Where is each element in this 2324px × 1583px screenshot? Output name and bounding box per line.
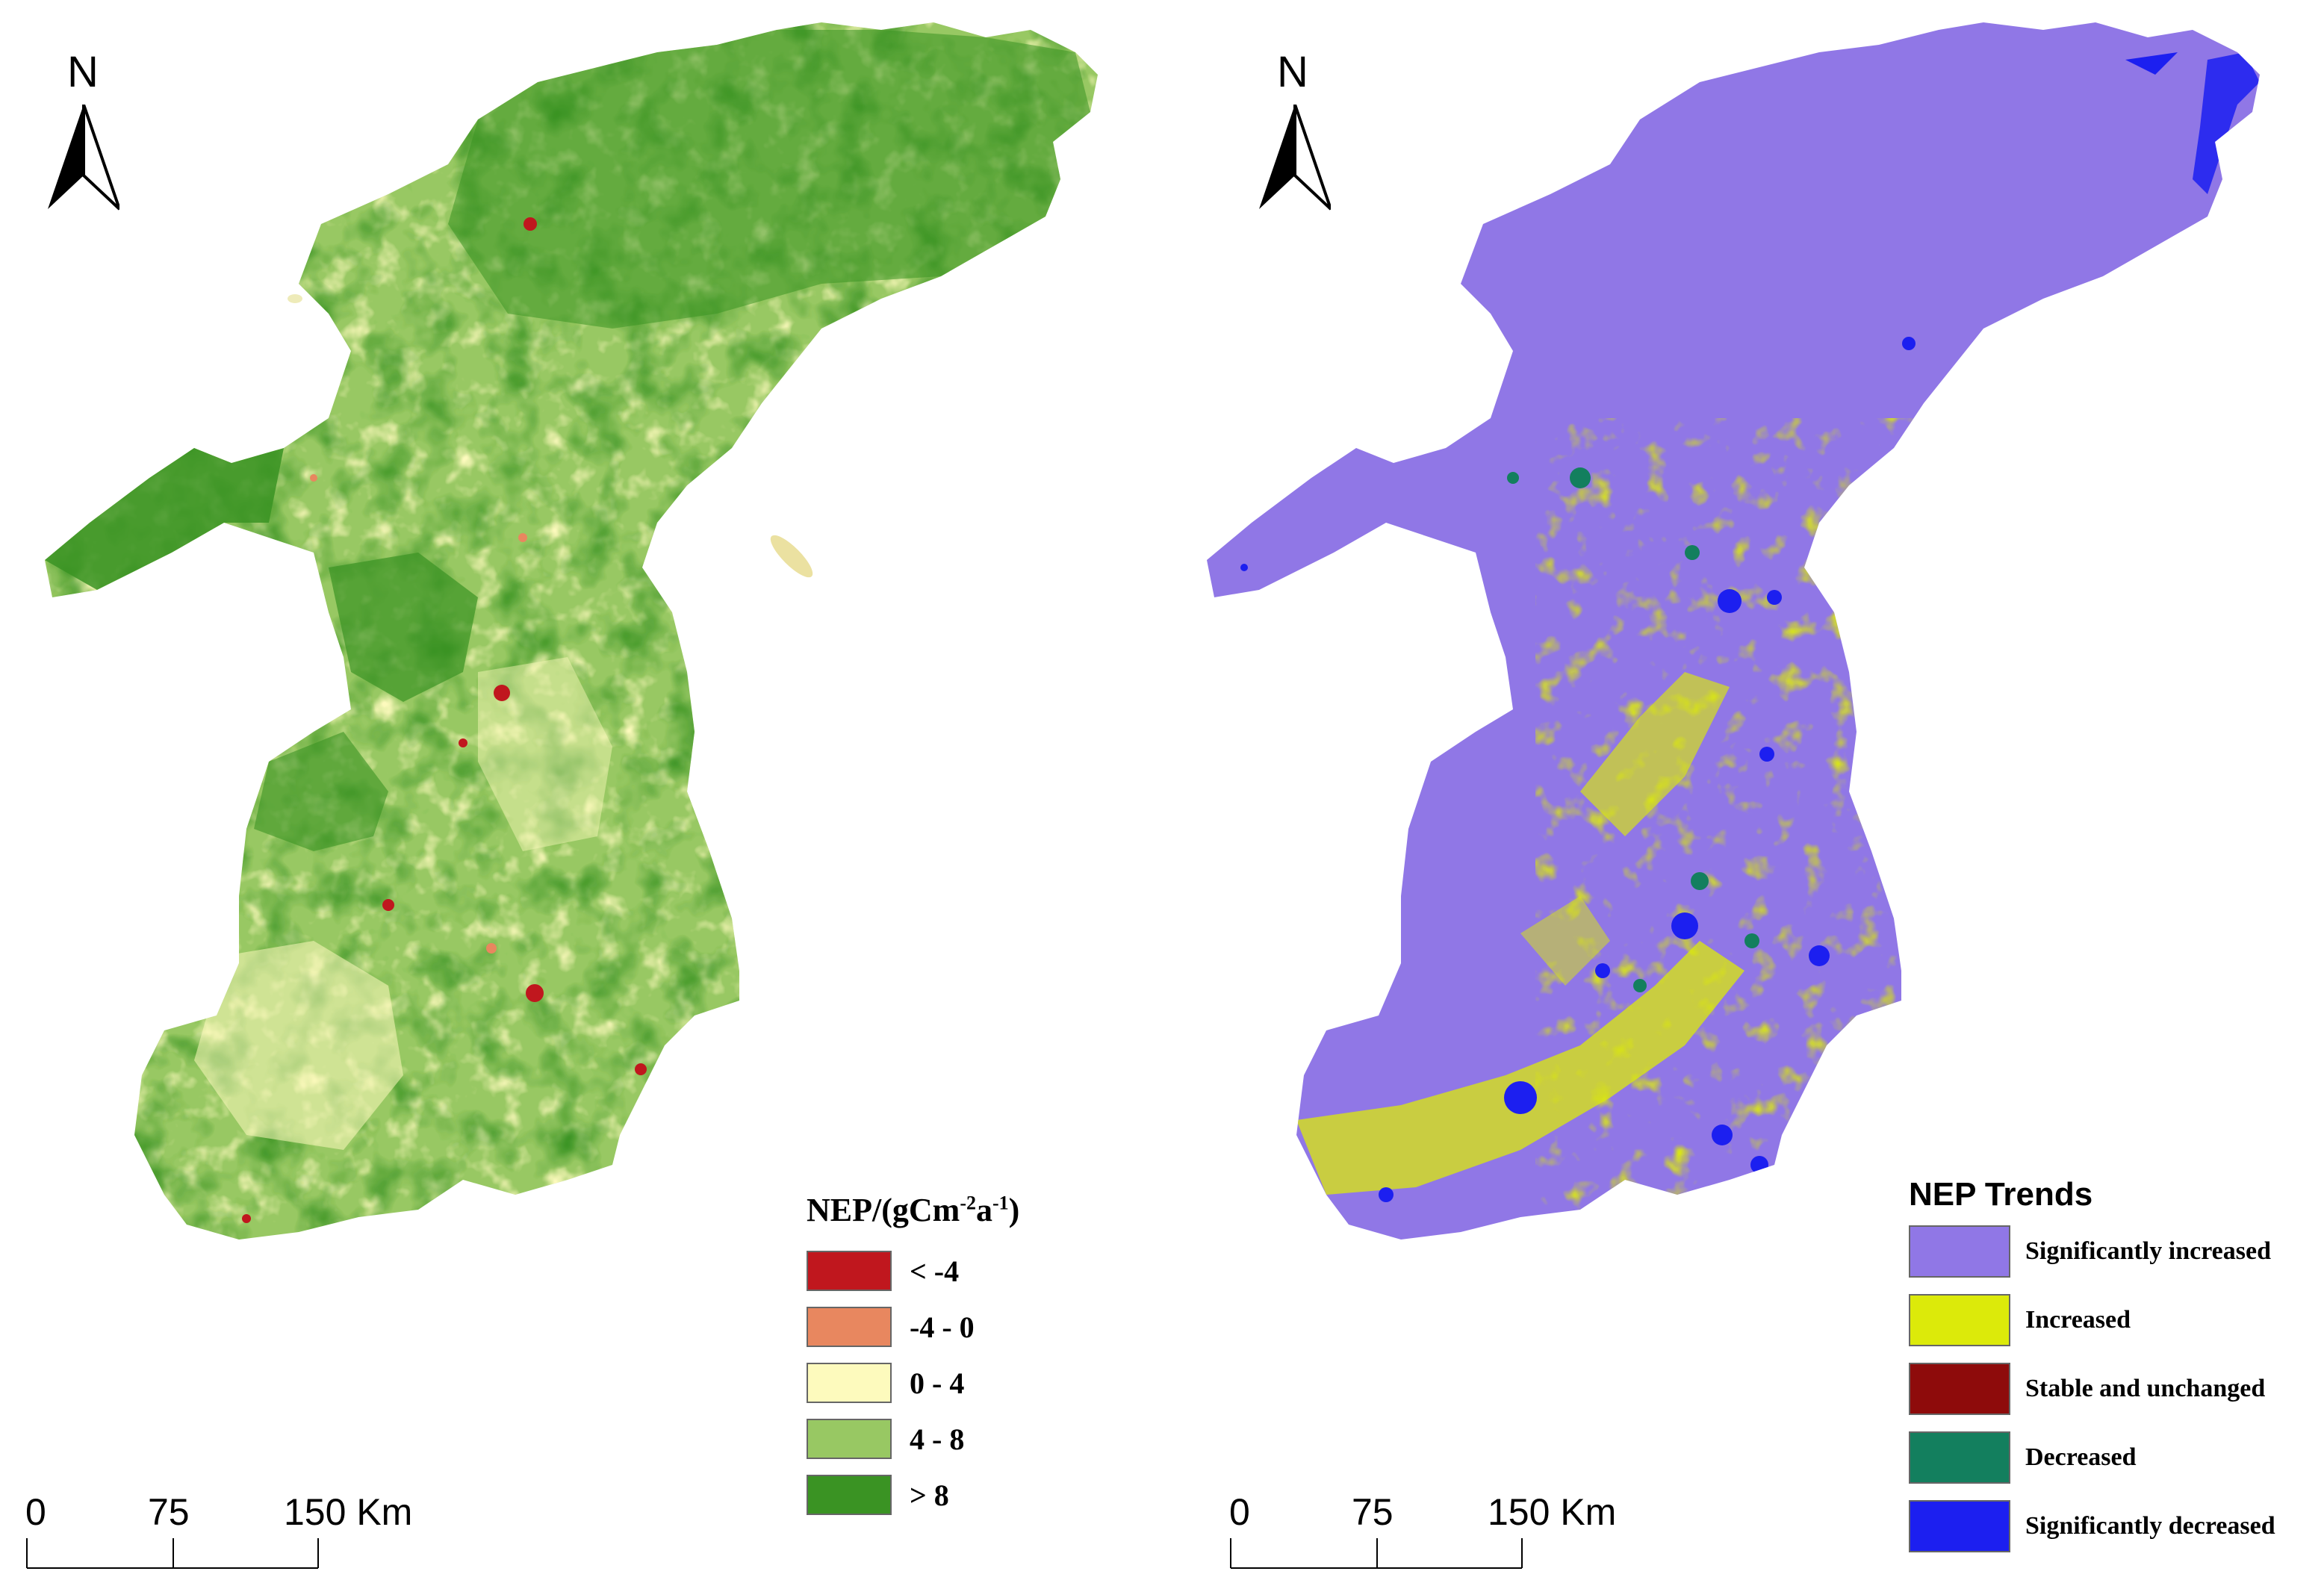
scale-tick-label: 150 Km [284,1491,413,1533]
nep-region-map [45,22,1098,1240]
scale-bar: 0 75 150 Km [25,1491,412,1583]
nep-trends-region-shape [1207,22,2260,1240]
nep-trends-legend: NEP Trends Significantly increased Incre… [1909,1176,2320,1557]
legend-title: NEP/(gCm-2a-1) [807,1192,1020,1228]
offshore-island [770,535,813,578]
legend-swatch [1909,1500,2010,1552]
scale-tick-label: 75 [148,1491,190,1533]
legend-item: Significantly increased [1909,1225,2271,1278]
offshore-islet [288,294,302,303]
legend-item: Increased [1909,1294,2131,1346]
legend-swatch [1909,1363,2010,1415]
nep-map-panel: N 0 75 150 Km NEP/(gCm-2a-1) < -4 -4 - 0… [0,0,1162,1578]
legend-swatch [807,1475,892,1515]
north-arrow-icon [48,105,119,211]
scale-bar: 0 75 150 Km [1229,1491,1616,1583]
legend-item: Stable and unchanged [1909,1363,2265,1415]
legend-swatch [807,1251,892,1291]
legend-swatch [807,1363,892,1403]
legend-item: -4 - 0 [807,1307,975,1347]
north-label: N [1277,48,1308,96]
scale-bar-line [26,1538,319,1569]
north-label: N [67,48,99,96]
legend-swatch [807,1419,892,1459]
legend-item: Significantly decreased [1909,1500,2275,1552]
legend-swatch [1909,1431,2010,1484]
legend-item: > 8 [807,1475,949,1515]
scale-tick-label: 150 Km [1488,1491,1617,1533]
legend-swatch [1909,1294,2010,1346]
scale-tick-label: 0 [1229,1491,1250,1533]
legend-item: Decreased [1909,1431,2137,1484]
legend-title: NEP Trends [1909,1176,2093,1213]
scale-tick-label: 75 [1352,1491,1394,1533]
nep-trends-map-panel: N 0 75 150 Km NEP Trends Significantly i… [1162,0,2324,1578]
legend-swatch [1909,1225,2010,1278]
north-arrow-icon [1259,105,1331,211]
legend-swatch [807,1307,892,1347]
legend-item: 4 - 8 [807,1419,964,1459]
scale-bar-line [1230,1538,1523,1569]
legend-item: 0 - 4 [807,1363,964,1403]
legend-item: < -4 [807,1251,959,1291]
nep-legend: NEP/(gCm-2a-1) < -4 -4 - 0 0 - 4 4 - 8 >… [807,1191,1105,1534]
scale-tick-label: 0 [25,1491,46,1533]
nep-trends-region-map [1207,22,2260,1240]
